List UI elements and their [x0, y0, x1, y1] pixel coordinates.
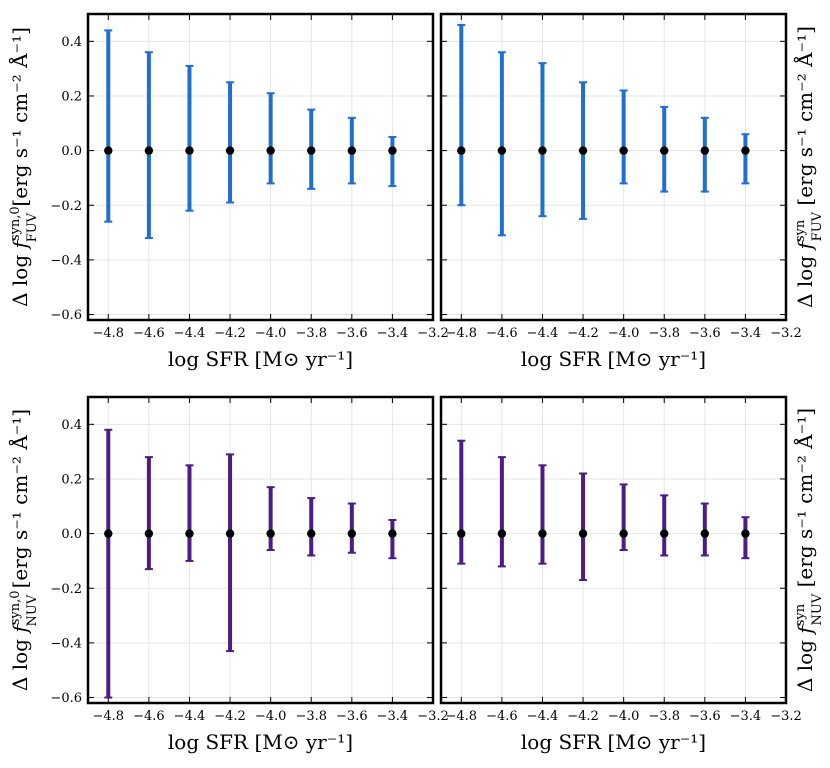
x-axis-label: log SFR [M⊙ yr⁻¹] — [168, 347, 353, 371]
y-axis-label: Δ log fsyn,0 NUV [erg s⁻¹ cm⁻² Å⁻¹] — [7, 409, 40, 691]
x-tick-label: −4.2 — [214, 326, 246, 341]
data-point — [578, 529, 588, 538]
y-axis-label: Δ log fsyn NUV [erg s⁻¹ cm⁻² Å⁻¹] — [792, 408, 825, 692]
x-tick-label: −4.2 — [567, 709, 599, 724]
x-tick-label: −3.8 — [648, 326, 680, 341]
y-tick-label: −0.2 — [50, 582, 82, 597]
data-point — [538, 146, 547, 155]
x-tick-label: −4.6 — [486, 326, 518, 341]
x-tick-label: −3.4 — [730, 709, 762, 724]
data-point — [347, 529, 357, 538]
y-tick-label: 0.4 — [61, 35, 82, 50]
data-point — [660, 146, 669, 155]
y-axis-label: Δ log fsyn,0 FUV [erg s⁻¹ cm⁻² Å⁻¹] — [7, 27, 40, 307]
y-tick-label: −0.4 — [50, 636, 82, 651]
x-tick-label: −4.0 — [255, 709, 287, 724]
x-tick-label: −4.8 — [446, 326, 478, 341]
x-tick-label: −4.0 — [608, 709, 640, 724]
data-point — [497, 529, 507, 538]
y-tick-label: 0.2 — [61, 89, 82, 104]
x-axis-label: log SFR [M⊙ yr⁻¹] — [168, 730, 353, 754]
data-point — [700, 146, 710, 155]
data-point — [266, 529, 275, 538]
data-point — [347, 146, 357, 155]
data-point — [225, 529, 235, 538]
x-tick-label: −4.2 — [567, 326, 599, 341]
data-point — [307, 529, 316, 538]
data-point — [104, 529, 113, 538]
x-tick-label: −4.6 — [486, 709, 518, 724]
x-tick-label: −3.2 — [417, 326, 449, 341]
x-tick-label: −3.2 — [770, 709, 802, 724]
data-point — [497, 146, 507, 155]
data-point — [185, 529, 194, 538]
data-point — [104, 146, 113, 155]
axes-frame — [439, 395, 788, 705]
data-point — [457, 146, 466, 155]
y-tick-label: −0.2 — [50, 199, 82, 214]
x-tick-label: −3.8 — [295, 709, 327, 724]
x-tick-label: −3.8 — [295, 326, 327, 341]
data-point — [619, 146, 628, 155]
x-tick-label: −3.4 — [730, 326, 762, 341]
x-tick-label: −4.4 — [174, 326, 206, 341]
data-point — [266, 146, 275, 155]
x-axis-label: log SFR [M⊙ yr⁻¹] — [521, 730, 706, 754]
data-point — [457, 529, 466, 538]
x-tick-label: −4.4 — [527, 709, 559, 724]
y-tick-label: 0.0 — [61, 527, 82, 542]
x-tick-label: −4.8 — [93, 326, 125, 341]
data-point — [144, 529, 154, 538]
x-tick-label: −4.4 — [174, 709, 206, 724]
x-tick-label: −4.6 — [133, 326, 165, 341]
x-tick-label: −4.0 — [608, 326, 640, 341]
x-axis-label: log SFR [M⊙ yr⁻¹] — [521, 347, 706, 371]
y-tick-label: −0.4 — [50, 253, 82, 268]
axes-frame — [86, 395, 435, 705]
x-tick-label: −3.8 — [648, 709, 680, 724]
x-tick-label: −4.8 — [446, 709, 478, 724]
x-tick-label: −3.4 — [377, 326, 409, 341]
y-axis-label: Δ log fsyn FUV [erg s⁻¹ cm⁻² Å⁻¹] — [792, 26, 825, 308]
y-tick-label: 0.4 — [61, 418, 82, 433]
panel-bottom-left: −4.8 −4.6 −4.4 −4.2 −4.0 −3.8 −3.6 −3.4 −3.2 −0.6… — [7, 395, 449, 754]
axes-frame — [86, 12, 435, 322]
data-point — [741, 146, 750, 155]
data-point — [307, 146, 316, 155]
x-tick-label: −4.2 — [214, 709, 246, 724]
x-tick-label: −4.6 — [133, 709, 165, 724]
data-point — [578, 146, 588, 155]
data-point — [185, 146, 194, 155]
data-point — [388, 529, 397, 538]
data-point — [144, 146, 154, 155]
x-tick-label: −3.4 — [377, 709, 409, 724]
x-tick-label: −3.2 — [770, 326, 802, 341]
panel-bottom-right: −4.8 −4.6 −4.4 −4.2 −4.0 −3.8 −3.6 −3.4 −3.2 log … — [439, 395, 825, 754]
panel-top-left: −4.8 −4.6 −4.4 −4.2 −4.0 −3.8 −3.6 −3.4 −3.2 −0.6… — [7, 12, 449, 371]
x-tick-label: −4.4 — [527, 326, 559, 341]
x-tick-label: −3.6 — [689, 326, 721, 341]
x-tick-label: −3.2 — [417, 709, 449, 724]
data-point — [619, 529, 628, 538]
x-tick-label: −3.6 — [689, 709, 721, 724]
data-point — [660, 529, 669, 538]
data-point — [700, 529, 710, 538]
panel-top-right: −4.8 −4.6 −4.4 −4.2 −4.0 −3.8 −3.6 −3.4 −3.2 log … — [439, 12, 825, 371]
y-tick-label: 0.0 — [61, 144, 82, 159]
y-tick-label: −0.6 — [50, 308, 82, 323]
axes-frame — [439, 12, 788, 322]
y-tick-label: −0.6 — [50, 691, 82, 706]
data-point — [225, 146, 235, 155]
y-tick-label: 0.2 — [61, 472, 82, 487]
x-tick-label: −4.0 — [255, 326, 287, 341]
data-point — [388, 146, 397, 155]
x-tick-label: −3.6 — [336, 326, 368, 341]
x-tick-label: −3.6 — [336, 709, 368, 724]
data-point — [741, 529, 750, 538]
x-tick-label: −4.8 — [93, 709, 125, 724]
data-point — [538, 529, 547, 538]
